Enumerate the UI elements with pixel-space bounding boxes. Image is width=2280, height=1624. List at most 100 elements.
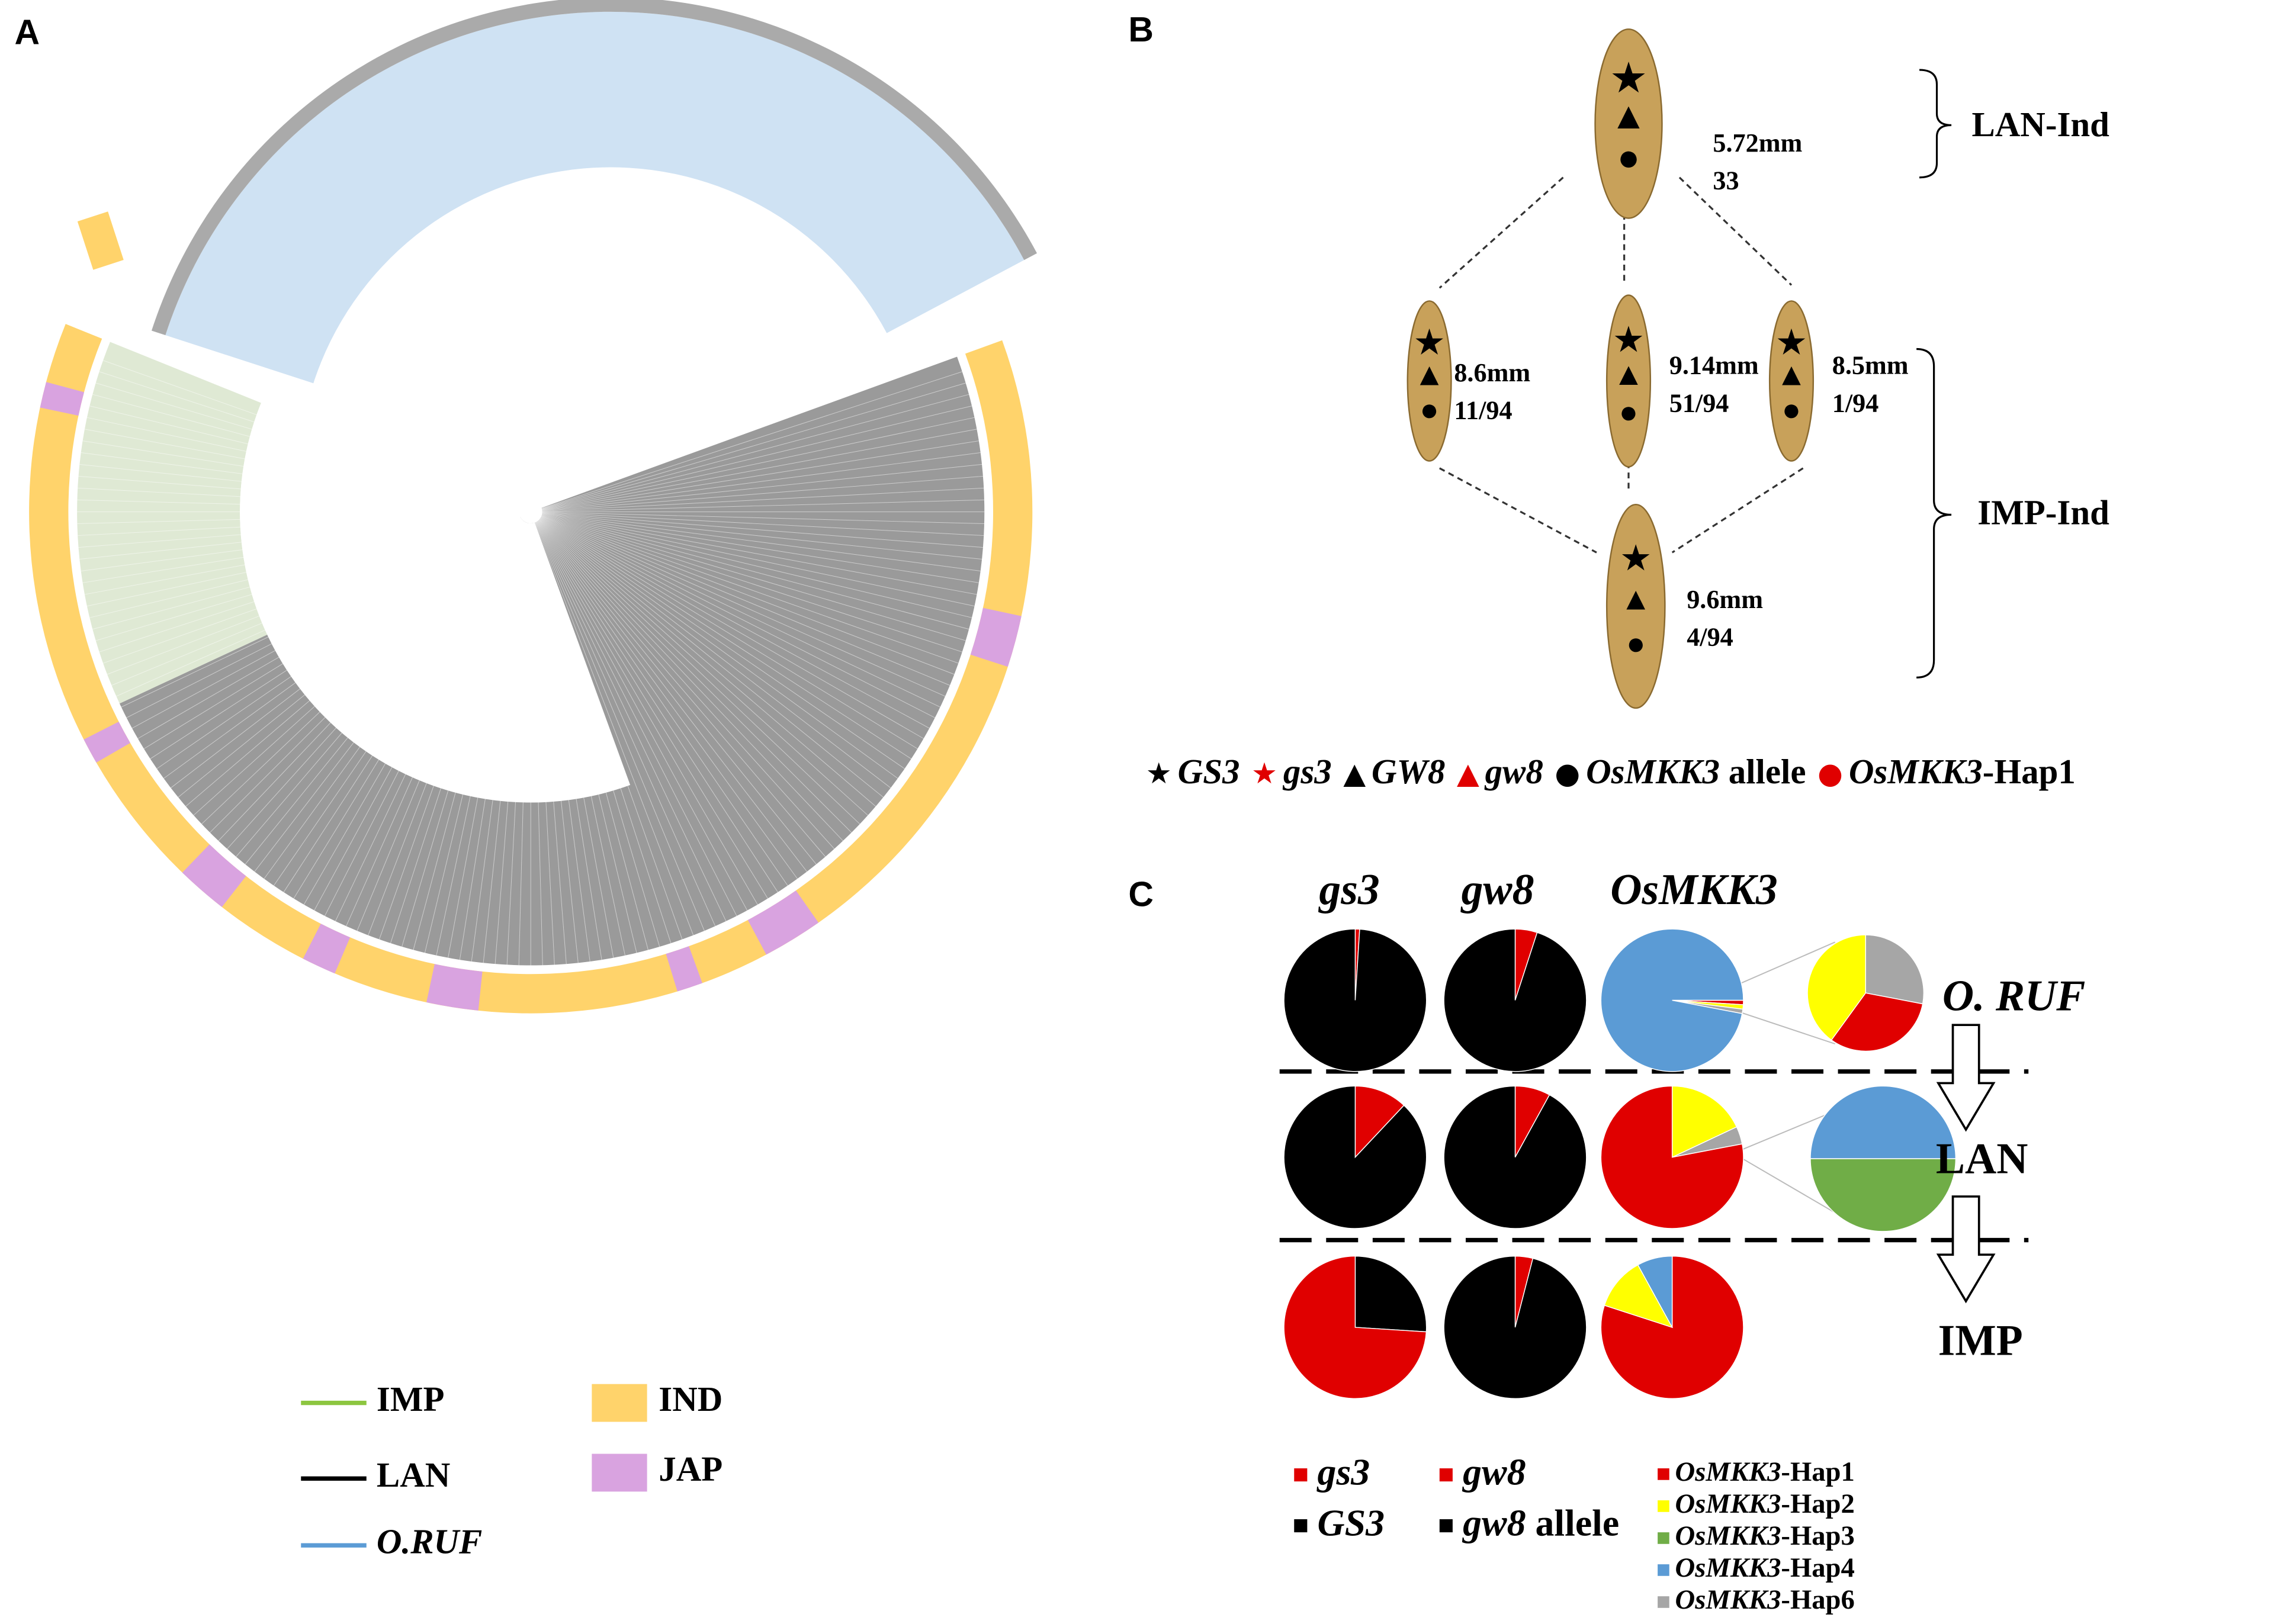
- branch: [413, 523, 528, 950]
- pie-slice: [1637, 1255, 1673, 1328]
- legend-suffix: -Hap6: [1781, 1584, 1854, 1615]
- branch: [82, 440, 519, 510]
- branch: [541, 517, 930, 729]
- legend-label: GS3: [1178, 751, 1240, 790]
- legend-symbol: ★: [1146, 755, 1172, 790]
- branch: [542, 513, 982, 560]
- pie-slice: [1283, 1255, 1427, 1399]
- legend-label: GW8: [1372, 751, 1445, 790]
- pie-slice: [1443, 1255, 1587, 1399]
- grain: [1768, 300, 1815, 462]
- row-label: IMP: [1938, 1316, 2023, 1364]
- branch: [102, 515, 520, 664]
- branch: [536, 522, 758, 905]
- allele-marker: ●: [1782, 392, 1801, 427]
- divider: [1279, 1069, 2029, 1243]
- branch: [531, 523, 579, 963]
- branch: [201, 519, 523, 825]
- legend-label: OsMKK3-Hap6: [1675, 1584, 1855, 1615]
- branch: [533, 523, 648, 950]
- pie-slice: [1807, 934, 1866, 1041]
- branch: [537, 521, 778, 893]
- legend-label: GS3: [1318, 1501, 1385, 1543]
- legend-label: IMP: [377, 1379, 445, 1419]
- branch: [77, 512, 519, 525]
- branch: [538, 520, 826, 857]
- branch: [156, 518, 522, 769]
- legend-label: OsMKK3-Hap4: [1675, 1552, 1855, 1583]
- branch: [538, 520, 852, 833]
- branch: [532, 523, 614, 958]
- branch: [542, 394, 969, 509]
- branch: [541, 516, 940, 708]
- legend-name: OsMKK3: [1675, 1584, 1781, 1615]
- legend-label: gw8 allele: [1462, 1501, 1619, 1543]
- branch: [542, 406, 972, 510]
- branch: [99, 371, 520, 509]
- legend-label: JAP: [659, 1449, 722, 1488]
- allele-marker: ●: [1617, 136, 1640, 178]
- legend-suffix: -Hap1: [1983, 751, 2076, 790]
- allele-marker: ★: [1614, 322, 1643, 358]
- branch: [171, 519, 522, 789]
- grain-count: 1/94: [1832, 388, 1879, 417]
- group-label: LAN-Ind: [1971, 105, 2109, 144]
- branch: [532, 523, 625, 956]
- branch: [540, 517, 911, 760]
- branch: [126, 516, 521, 718]
- grain-count: 51/94: [1669, 388, 1729, 417]
- branch: [95, 514, 520, 641]
- branch: [542, 417, 975, 510]
- ring-segment: [970, 607, 1022, 667]
- branch: [448, 523, 529, 958]
- legend-name: OsMKK3: [1675, 1552, 1781, 1583]
- pie-slice: [1600, 1085, 1744, 1229]
- fan: [165, 11, 1025, 384]
- legend-label: LAN: [377, 1455, 450, 1494]
- branch: [536, 522, 748, 911]
- branch: [534, 522, 694, 935]
- branch: [254, 520, 524, 872]
- pie-slice: [1354, 1255, 1427, 1333]
- branch: [84, 513, 519, 595]
- branch: [178, 519, 522, 797]
- legend-swatch: [1294, 1519, 1308, 1533]
- branch: [540, 517, 924, 739]
- legend-name: OsMKK3: [1675, 1520, 1781, 1551]
- legend-symbol: ▲: [1343, 755, 1366, 790]
- legend-suffix: -Hap3: [1781, 1520, 1854, 1551]
- allele-marker: ▲: [1613, 356, 1644, 392]
- branch: [273, 521, 525, 886]
- legend-symbol: ▲: [1457, 755, 1479, 790]
- branch: [542, 513, 981, 571]
- branch: [163, 518, 522, 779]
- allele-marker: ●: [1619, 394, 1639, 430]
- branch: [541, 515, 959, 664]
- legend-swatch: [1658, 1564, 1669, 1576]
- branch: [402, 523, 528, 947]
- brackets: [1916, 69, 1952, 678]
- grain-count: 11/94: [1454, 396, 1512, 425]
- branch: [542, 487, 984, 512]
- legend-symbol: ●: [1817, 755, 1843, 790]
- legend-label: OsMKK3-Hap1: [1675, 1456, 1855, 1487]
- branch: [131, 517, 521, 729]
- branch: [537, 520, 807, 872]
- branch: [79, 513, 519, 560]
- legend-label: O.RUF: [377, 1522, 482, 1561]
- branch: [89, 514, 520, 618]
- legend-suffix: allele: [1720, 751, 1806, 790]
- branch: [471, 523, 530, 962]
- branch: [532, 523, 602, 960]
- legend-label: gs3: [1316, 1451, 1370, 1493]
- branch: [538, 520, 835, 850]
- branch: [111, 516, 521, 686]
- branch: [236, 520, 524, 857]
- legend-name: OsMKK3: [1675, 1488, 1781, 1519]
- legend-label: gs3: [1282, 751, 1332, 790]
- branch: [542, 475, 983, 512]
- legend-box: [592, 1384, 647, 1422]
- branch: [540, 519, 884, 797]
- branch: [368, 522, 527, 935]
